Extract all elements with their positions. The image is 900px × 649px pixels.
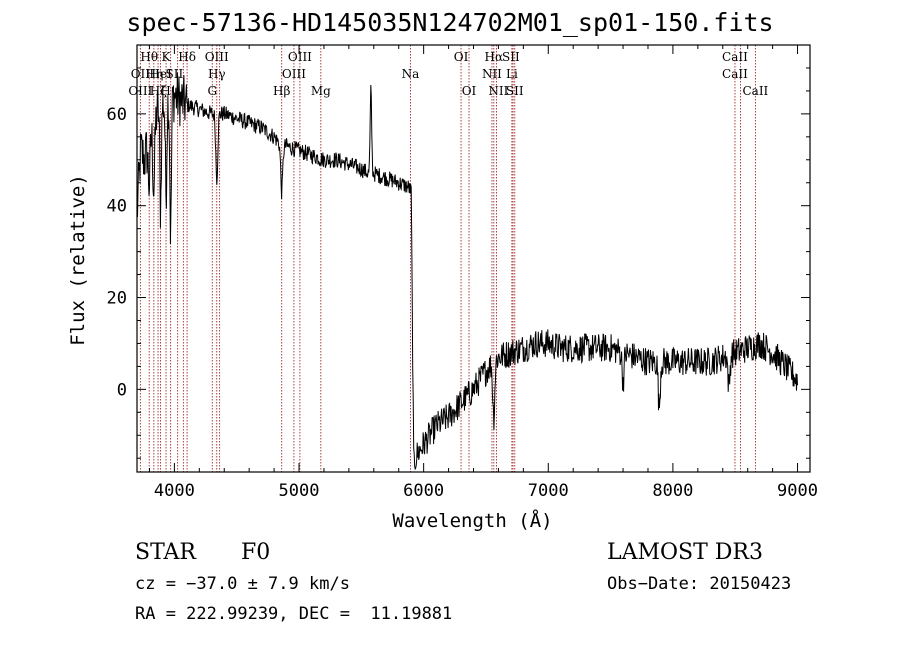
plot-frame xyxy=(136,44,811,473)
line-marker-label: Mg xyxy=(311,84,331,98)
line-marker-label: Hδ xyxy=(178,50,196,64)
x-tick-label: 4000 xyxy=(154,481,195,501)
x-tick-label: 6000 xyxy=(403,481,444,501)
line-marker-label: K xyxy=(162,50,172,64)
line-marker-label: OIII xyxy=(282,67,306,81)
line-marker-label: Hθ xyxy=(140,50,158,64)
x-tick-label: 5000 xyxy=(279,481,320,501)
line-marker-label: Li xyxy=(506,67,518,81)
redshift-cz: cz = −37.0 ± 7.9 km/s xyxy=(135,574,350,594)
line-marker-label: OIII xyxy=(128,84,152,98)
line-marker-label: CaII xyxy=(722,50,748,64)
line-marker-label: SII xyxy=(166,67,184,81)
line-marker-label: Hα xyxy=(485,50,504,64)
line-marker-label: OI xyxy=(454,50,469,64)
y-tick-label: 0 xyxy=(117,380,127,400)
coordinates: RA = 222.99239, DEC = 11.19881 xyxy=(135,604,453,624)
line-marker-label: NII xyxy=(488,84,508,98)
x-tick-label: 7000 xyxy=(528,481,569,501)
y-tick-label: 40 xyxy=(107,197,127,217)
line-marker-label: SII xyxy=(502,50,520,64)
line-marker-label: G xyxy=(207,84,217,98)
object-subclass: F0 xyxy=(241,540,271,565)
spectrum-line xyxy=(136,72,798,471)
line-marker-label: Hη xyxy=(146,67,164,81)
survey-name: LAMOST DR3 xyxy=(607,540,763,565)
x-tick-label: 9000 xyxy=(777,481,818,501)
x-axis-label: Wavelength (Å) xyxy=(392,510,553,532)
x-tick-label: 8000 xyxy=(652,481,693,501)
line-marker-label: OI xyxy=(462,84,477,98)
spectrum-series xyxy=(136,72,798,471)
line-marker-label: CaII xyxy=(722,67,748,81)
line-marker-label: Hγ xyxy=(208,67,226,81)
observation-date: Obs−Date: 20150423 xyxy=(607,574,792,594)
y-axis-label: Flux (relative) xyxy=(67,174,89,346)
line-marker-label: H xyxy=(160,84,170,98)
line-marker-label: OII xyxy=(131,67,151,81)
line-marker-label: Na xyxy=(402,67,420,81)
line-marker-label: HeI xyxy=(149,67,172,81)
line-marker-label: CaII xyxy=(742,84,768,98)
line-marker-label: Hβ xyxy=(273,84,290,98)
object-class: STAR xyxy=(135,540,196,565)
chart-title: spec-57136-HD145035N124702M01_sp01-150.f… xyxy=(126,8,774,37)
line-marker-label: NII xyxy=(482,67,502,81)
line-marker-label: OIII xyxy=(288,50,312,64)
line-marker-label: Hζ xyxy=(150,84,167,98)
line-markers xyxy=(139,45,756,472)
line-marker-label: SII xyxy=(506,84,524,98)
axis-ticks: 4000 5000 6000 7000 8000 9000 0 20 40 60 xyxy=(107,44,818,501)
line-marker-label: OIII xyxy=(205,50,229,64)
y-tick-label: 20 xyxy=(107,289,127,309)
y-tick-label: 60 xyxy=(107,105,127,125)
